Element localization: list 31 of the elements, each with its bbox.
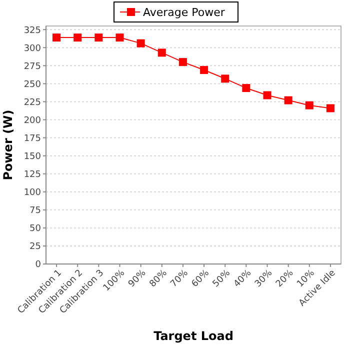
y-tick-label: 75 [30, 206, 41, 216]
y-tick-label: 175 [24, 134, 41, 144]
point [74, 34, 82, 42]
point [52, 34, 61, 42]
y-tick-label: 50 [30, 224, 42, 234]
y-tick-label: 325 [24, 26, 41, 36]
point [284, 96, 292, 104]
legend-label: Average Power [143, 6, 226, 19]
point [200, 66, 208, 74]
y-tick-label: 100 [24, 188, 42, 198]
y-axis-title: Power (W) [1, 110, 15, 180]
point [305, 101, 314, 110]
point [94, 34, 103, 42]
point [263, 91, 272, 100]
y-tick-label: 150 [24, 152, 42, 162]
y-tick-label: 0 [35, 260, 42, 270]
y-tick-label: 250 [24, 80, 42, 90]
point [221, 74, 230, 83]
y-tick-label: 225 [24, 98, 41, 108]
point [178, 58, 187, 66]
point [158, 48, 166, 57]
x-axis-title: Target Load [154, 329, 234, 343]
point [116, 34, 124, 42]
y-tick-label: 25 [30, 242, 41, 252]
point [136, 39, 145, 48]
y-tick-label: 275 [24, 62, 41, 72]
point [242, 84, 250, 92]
y-tick-label: 200 [24, 116, 42, 126]
y-tick-label: 125 [24, 170, 41, 180]
point [326, 104, 334, 112]
y-tick-label: 300 [24, 44, 42, 54]
